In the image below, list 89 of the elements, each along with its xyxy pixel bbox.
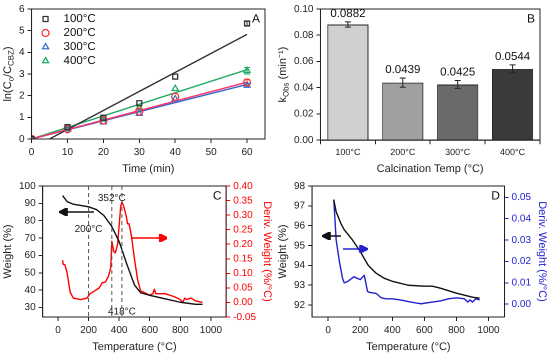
y-tick-label: 60 — [24, 250, 36, 262]
x-tick-label: 600 — [416, 324, 434, 336]
y2-tick-label: 0.05 — [233, 282, 254, 294]
x-tick-label: 30 — [134, 146, 146, 158]
x-tick-label: 800 — [448, 324, 466, 336]
y2-tick-label: 0.01 — [512, 278, 532, 289]
data-label: 0.0544 — [494, 51, 531, 64]
y-tick-label: 95 — [294, 240, 306, 252]
data-label: 0.0425 — [440, 66, 476, 79]
y2-tick-label: 0.03 — [512, 234, 532, 246]
annotation: C — [212, 188, 222, 202]
y-tick-label: 50 — [24, 268, 36, 279]
y-tick-label: 93 — [294, 280, 306, 291]
y-tick-label: 0.10 — [294, 4, 314, 15]
y-axis-title: Weight (%) — [277, 224, 290, 279]
y2-tick-label: -0.05 — [233, 312, 256, 323]
x-tick-label: 0 — [55, 324, 62, 336]
y-tick-label: 0.00 — [294, 134, 314, 146]
x-axis-title: Calcination Temp (°C) — [376, 163, 484, 176]
x-tick-label: 300°C — [445, 147, 471, 158]
x-tick-label: 10 — [62, 146, 74, 158]
y-tick-label: 0.08 — [294, 30, 314, 41]
y2-tick-label: 0.04 — [512, 213, 532, 224]
y-tick-label: 2 — [19, 90, 25, 102]
x-tick-label: 40 — [170, 146, 182, 158]
y-tick-label: 0 — [19, 134, 25, 145]
y-tick-label: 90 — [24, 198, 36, 210]
x-tick-label: 200°C — [390, 147, 416, 158]
x-tick-label: 60 — [241, 146, 254, 158]
y2-tick-label: 0.05 — [512, 192, 532, 204]
y2-tick-label: 0.00 — [512, 298, 532, 310]
y2-tick-label: 0.00 — [233, 297, 254, 308]
y-tick-label: 6 — [19, 4, 25, 15]
legend-label: 400°C — [64, 55, 96, 68]
annotation: 200°C — [74, 224, 103, 236]
annotation: B — [527, 11, 536, 26]
data-label: 0.0439 — [385, 64, 420, 76]
y-tick-label: 94 — [294, 260, 306, 272]
x-tick-label: 1000 — [477, 324, 500, 336]
annotation: 418°C — [108, 306, 136, 318]
x-tick-label: 1000 — [200, 324, 222, 336]
y2-tick-label: 0.02 — [512, 256, 532, 268]
y-tick-label: 96 — [294, 220, 306, 232]
y-tick-label: 0.06 — [294, 56, 314, 68]
y-axis-title: Weight (%) — [2, 224, 14, 279]
y-tick-label: 92 — [294, 300, 306, 311]
y-tick-label: 4 — [19, 47, 25, 58]
annotation: D — [491, 188, 500, 202]
y-tick-label: 30 — [24, 302, 36, 314]
y-tick-label: 70 — [24, 232, 36, 244]
x-tick-label: 400 — [110, 324, 128, 336]
y-tick-label: 3 — [19, 68, 25, 80]
x-tick-label: 50 — [206, 146, 218, 158]
y2-tick-label: 0.10 — [233, 268, 254, 280]
x-tick-label: 800 — [172, 324, 190, 336]
legend-label: 200°C — [64, 27, 96, 40]
x-tick-label: 100°C — [335, 147, 361, 158]
x-tick-label: 20 — [98, 146, 110, 158]
y2-tick-label: 0.35 — [233, 195, 254, 206]
x-tick-label: 200 — [352, 324, 370, 336]
y2-tick-label: 0.40 — [233, 180, 254, 192]
legend-label: 300°C — [64, 41, 96, 54]
y-tick-label: 0.02 — [294, 108, 314, 120]
y-tick-label: 5 — [19, 25, 25, 36]
x-axis-title: Temperature (°C) — [92, 341, 177, 354]
y-tick-label: 100 — [18, 180, 36, 192]
y2-tick-label: 0.20 — [233, 238, 254, 250]
legend-label: 100°C — [64, 13, 96, 26]
x-tick-label: 0 — [325, 324, 332, 336]
data-label: 0.0882 — [330, 8, 366, 20]
y2-axis-title: Deriv. Weight (%/°C) — [260, 201, 273, 302]
annotation: A — [252, 11, 260, 26]
y-tick-label: 1 — [19, 112, 25, 124]
x-tick-label: 600 — [141, 324, 159, 336]
annotation: 352°C — [98, 192, 126, 204]
y2-axis-title: Deriv. Weight (%/°C) — [536, 201, 548, 302]
y-tick-label: 80 — [24, 215, 36, 226]
x-tick-label: 400 — [384, 324, 402, 336]
x-axis-title: Time (min) — [122, 163, 174, 176]
y-tick-label: 97 — [294, 200, 306, 212]
y2-tick-label: 0.30 — [233, 210, 254, 221]
y2-tick-label: 0.25 — [233, 224, 254, 236]
y2-tick-label: 0.15 — [233, 254, 254, 265]
x-tick-label: 400°C — [500, 147, 526, 158]
x-tick-label: 200 — [80, 324, 98, 336]
y-tick-label: 0.04 — [294, 82, 314, 94]
y-tick-label: 40 — [24, 284, 36, 296]
x-axis-title: Temperature (°C) — [366, 341, 451, 354]
y-tick-label: 98 — [294, 180, 306, 192]
